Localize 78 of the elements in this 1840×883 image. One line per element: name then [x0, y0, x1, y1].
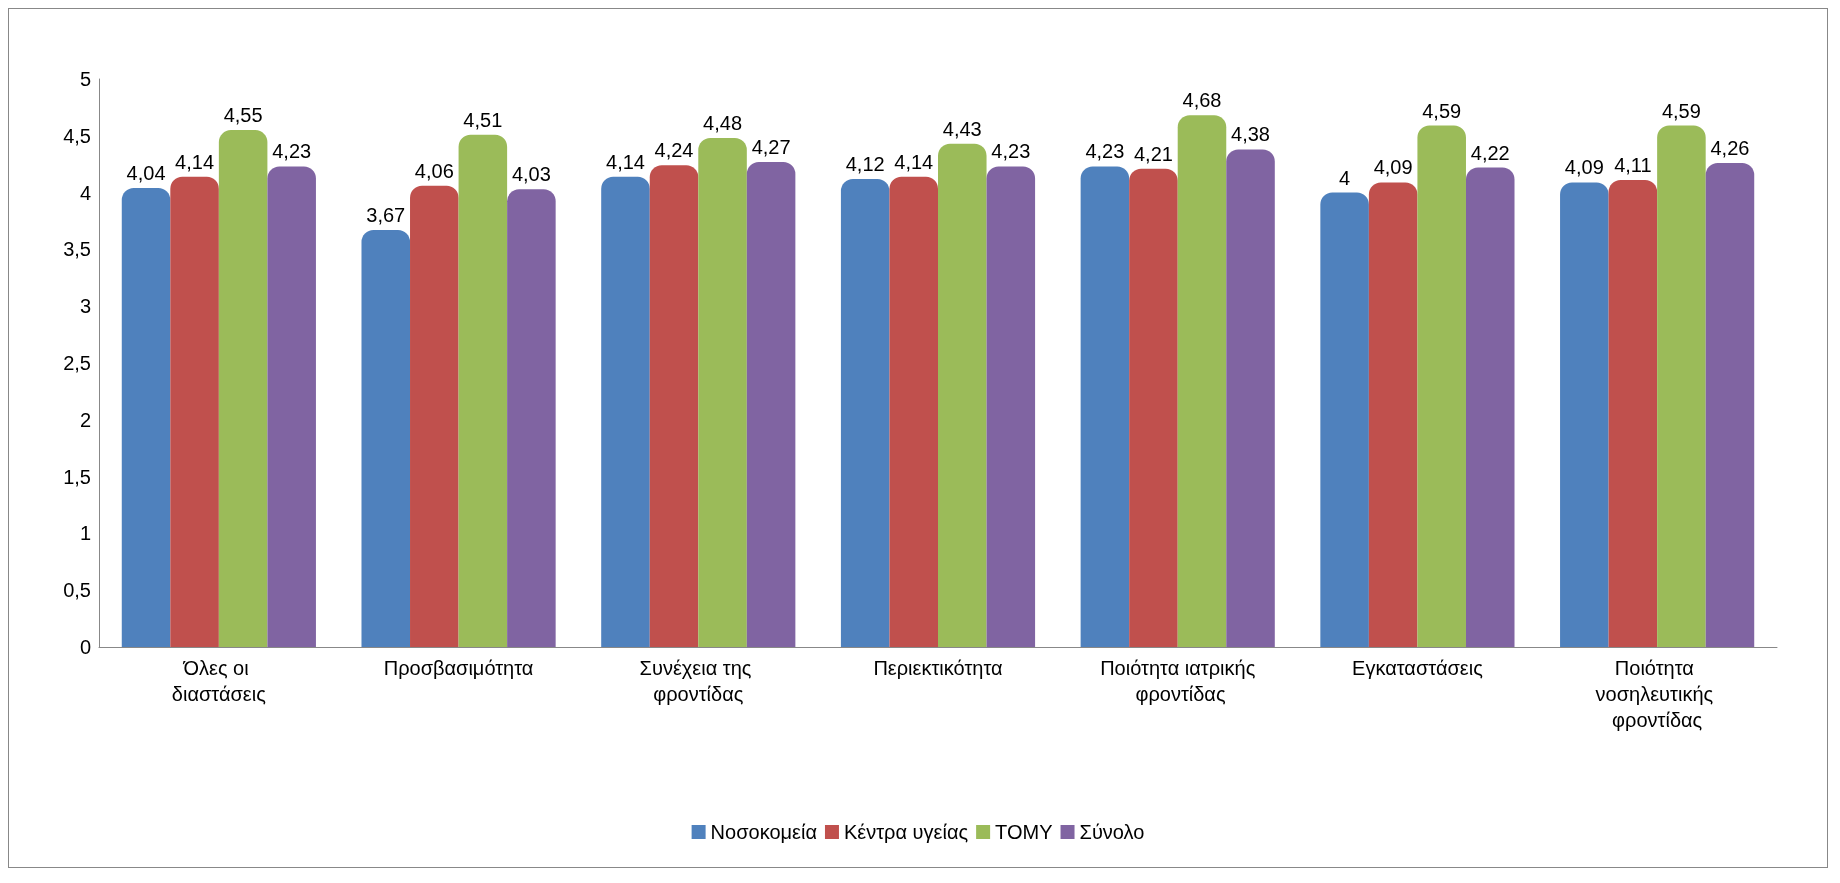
bar [1226, 149, 1275, 647]
x-tick-label: Προσβασιμότητα [383, 657, 534, 679]
bar [410, 185, 459, 647]
y-tick-label: 0,5 [63, 579, 91, 602]
data-label: 4,06 [414, 159, 454, 182]
data-label: 4,03 [511, 163, 551, 186]
bar [170, 176, 219, 647]
data-label: 4,09 [1564, 156, 1604, 179]
bar [1320, 192, 1369, 647]
bar [649, 165, 699, 647]
legend-label: Νοσοκομεία [710, 821, 817, 843]
bar [889, 176, 938, 647]
data-label: 4,26 [1710, 137, 1750, 160]
data-label: 4,21 [1133, 142, 1173, 165]
data-label: 4,14 [606, 150, 645, 173]
y-tick-label: 4 [79, 181, 91, 204]
bar [361, 230, 411, 647]
data-label: 4,43 [942, 117, 982, 140]
bar [840, 178, 890, 647]
y-tick-label: 3 [79, 295, 91, 318]
data-label: 4,23 [991, 140, 1031, 163]
bar [218, 130, 268, 647]
data-label: 4,14 [175, 150, 215, 173]
bar [1560, 182, 1609, 647]
data-label: 4,22 [1470, 141, 1510, 164]
bar [1129, 168, 1178, 647]
data-label: 4,12 [845, 152, 885, 175]
legend-label: Κέντρα υγείας [843, 821, 969, 843]
y-tick-label: 2,5 [63, 352, 91, 374]
data-label: 4,55 [223, 104, 263, 127]
data-label: 4,59 [1422, 99, 1462, 122]
data-label: 4,48 [703, 112, 743, 135]
y-tick-label: 5 [79, 68, 91, 90]
y-tick-label: 2 [79, 408, 91, 431]
y-tick-label: 0 [79, 636, 91, 658]
data-label: 3,67 [366, 204, 406, 227]
bar [746, 161, 796, 647]
bar [1465, 167, 1515, 647]
bar [986, 166, 1036, 647]
x-tick-label: Όλες οι διαστάσεις [171, 657, 267, 705]
y-tick-label: 1 [79, 522, 91, 545]
data-label: 4,04 [126, 162, 166, 185]
y-tick-label: 4,5 [63, 124, 91, 147]
x-tick-label: Ποιότητα ιατρικής φροντίδας [1100, 657, 1256, 705]
x-tick-label: Συνέχεια της φροντίδας [639, 657, 757, 705]
data-label: 4,14 [894, 150, 934, 173]
data-label: 4,51 [463, 108, 503, 131]
bar [1705, 163, 1755, 647]
bar [1608, 180, 1658, 647]
bar [1177, 115, 1227, 647]
bar [1368, 182, 1418, 647]
bar [267, 166, 316, 647]
data-label: 4,24 [654, 139, 694, 162]
data-label: 4,68 [1182, 89, 1222, 112]
data-label: 4,23 [1085, 140, 1125, 163]
data-label: 4,59 [1661, 99, 1701, 122]
data-label: 4 [1339, 166, 1351, 189]
bar [938, 143, 987, 647]
data-label: 4,11 [1614, 154, 1652, 177]
bar [458, 134, 508, 647]
x-tick-label: Ποιότητα νοσηλευτικής φροντίδας [1595, 657, 1719, 731]
data-label: 4,23 [272, 140, 312, 163]
y-tick-label: 3,5 [63, 238, 91, 261]
y-tick-label: 1,5 [63, 465, 91, 488]
data-label: 4,09 [1373, 156, 1413, 179]
bar [507, 189, 556, 647]
data-label: 4,27 [751, 135, 791, 158]
legend-label: ΤΟΜΥ [995, 821, 1053, 843]
x-tick-label: Εγκαταστάσεις [1352, 657, 1484, 679]
bar [698, 138, 747, 647]
x-tick-label: Περιεκτικότητα [873, 657, 1003, 679]
bar [601, 176, 650, 647]
bar [1417, 125, 1466, 647]
bar [1080, 166, 1130, 647]
legend-label: Σύνολο [1079, 821, 1145, 843]
bar [121, 188, 171, 647]
data-label: 4,38 [1231, 123, 1270, 146]
bar [1657, 125, 1706, 647]
